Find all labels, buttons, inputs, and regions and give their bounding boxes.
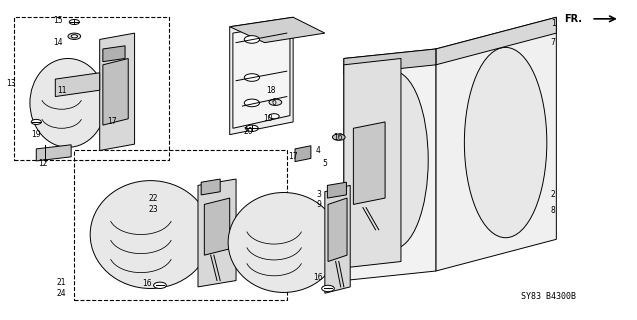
Polygon shape: [233, 24, 290, 128]
Text: 5: 5: [322, 159, 327, 168]
Bar: [75, 150, 287, 300]
Polygon shape: [100, 33, 134, 150]
Polygon shape: [198, 179, 236, 287]
Circle shape: [71, 35, 78, 38]
Text: 15: 15: [54, 16, 63, 25]
Text: 16: 16: [333, 133, 342, 142]
Text: 3: 3: [316, 190, 321, 199]
Text: 7: 7: [551, 38, 555, 47]
Polygon shape: [295, 146, 311, 162]
Circle shape: [31, 119, 41, 124]
Polygon shape: [354, 122, 385, 204]
Circle shape: [245, 99, 259, 107]
Ellipse shape: [464, 47, 547, 238]
Polygon shape: [230, 17, 293, 135]
Polygon shape: [436, 17, 556, 65]
Circle shape: [245, 74, 259, 81]
Circle shape: [245, 36, 259, 43]
Text: 22: 22: [149, 194, 159, 203]
Text: 13: 13: [6, 79, 16, 88]
Circle shape: [333, 134, 345, 140]
Ellipse shape: [359, 71, 428, 249]
Circle shape: [269, 114, 279, 119]
Polygon shape: [103, 59, 128, 125]
Text: 17: 17: [289, 152, 298, 161]
Text: 10: 10: [263, 114, 273, 123]
Ellipse shape: [30, 59, 106, 147]
Text: 18: 18: [266, 86, 276, 95]
Ellipse shape: [90, 180, 211, 288]
Text: 1: 1: [551, 19, 555, 28]
Polygon shape: [344, 49, 436, 74]
Text: 12: 12: [38, 159, 47, 168]
Text: 16: 16: [143, 279, 152, 288]
Polygon shape: [344, 49, 436, 281]
Text: 23: 23: [149, 205, 159, 214]
Text: 19: 19: [31, 130, 41, 139]
Text: 9: 9: [316, 200, 321, 209]
Text: 4: 4: [316, 146, 321, 155]
Polygon shape: [230, 17, 325, 43]
Circle shape: [246, 125, 258, 132]
Circle shape: [68, 33, 81, 39]
Bar: [14, 17, 169, 160]
Polygon shape: [325, 185, 350, 293]
Circle shape: [154, 282, 166, 288]
Polygon shape: [204, 198, 230, 255]
Text: 2: 2: [551, 190, 555, 199]
Text: SY83 B4300B: SY83 B4300B: [522, 292, 576, 301]
Text: FR.: FR.: [564, 14, 582, 24]
Text: 8: 8: [551, 206, 555, 215]
Text: 20: 20: [244, 127, 254, 136]
Polygon shape: [36, 145, 71, 161]
Text: 21: 21: [57, 278, 66, 287]
Text: 6: 6: [271, 99, 276, 108]
Polygon shape: [327, 182, 347, 198]
Polygon shape: [55, 73, 100, 97]
Circle shape: [322, 285, 334, 292]
Polygon shape: [103, 46, 125, 62]
Text: 16: 16: [313, 273, 324, 282]
Circle shape: [69, 20, 80, 25]
Polygon shape: [344, 59, 401, 268]
Polygon shape: [328, 198, 347, 261]
Text: 17: 17: [108, 117, 117, 126]
Polygon shape: [201, 179, 220, 195]
Ellipse shape: [228, 193, 339, 292]
Text: 14: 14: [54, 38, 63, 47]
Text: 24: 24: [57, 289, 66, 298]
Circle shape: [269, 99, 282, 105]
Text: 11: 11: [57, 86, 66, 95]
Polygon shape: [436, 17, 556, 271]
